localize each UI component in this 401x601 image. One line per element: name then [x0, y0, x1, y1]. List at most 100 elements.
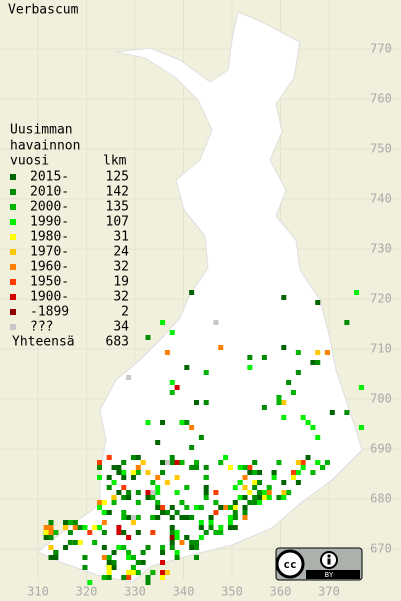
occurrence-square — [48, 520, 54, 525]
occurrence-square — [252, 495, 258, 500]
occurrence-square — [194, 540, 199, 545]
occurrence-square — [169, 455, 175, 460]
occurrence-square — [257, 480, 263, 485]
occurrence-square — [174, 475, 180, 480]
occurrence-square — [232, 505, 238, 510]
occurrence-square — [130, 455, 136, 460]
occurrence-square — [291, 390, 296, 395]
occurrence-square — [160, 575, 166, 580]
occurrence-square — [97, 460, 102, 465]
occurrence-square — [92, 540, 98, 545]
occurrence-square — [101, 575, 107, 580]
occurrence-square — [247, 355, 253, 360]
x-tick-label: 320 — [76, 585, 98, 599]
occurrence-square — [247, 365, 253, 370]
occurrence-square — [169, 545, 175, 550]
occurrence-square — [116, 470, 122, 475]
occurrence-square — [213, 500, 219, 505]
occurrence-square — [242, 485, 248, 490]
occurrence-square — [121, 530, 127, 535]
occurrence-square — [53, 550, 59, 555]
license-badge: cc BY — [275, 547, 363, 581]
legend-total-label: Yhteensä — [12, 335, 75, 350]
occurrence-square — [198, 435, 204, 440]
occurrence-square — [208, 520, 214, 525]
legend-label: 1970- — [30, 245, 69, 260]
legend-label: 1960- — [30, 260, 69, 275]
x-tick-label: 360 — [270, 585, 292, 599]
legend-label: 2015- — [30, 170, 69, 185]
legend-count: 125 — [106, 170, 129, 185]
legend-heading: Uusimman — [10, 123, 73, 138]
occurrence-square — [145, 580, 151, 585]
occurrence-square — [106, 570, 112, 575]
occurrence-square — [252, 480, 258, 485]
occurrence-square — [295, 480, 301, 485]
occurrence-square — [82, 565, 88, 570]
occurrence-square — [106, 575, 112, 580]
occurrence-square — [310, 425, 316, 430]
occurrence-square — [121, 510, 127, 515]
occurrence-square — [257, 470, 263, 475]
cc-text: cc — [283, 558, 296, 571]
by-body — [327, 558, 331, 565]
occurrence-square — [155, 440, 161, 445]
occurrence-square — [213, 320, 219, 325]
occurrence-square — [247, 465, 253, 470]
legend-label: 1900- — [30, 290, 69, 305]
occurrence-square — [300, 460, 306, 465]
occurrence-square — [48, 535, 54, 540]
occurrence-square — [169, 525, 175, 530]
occurrence-square — [266, 485, 272, 490]
occurrence-square — [252, 485, 258, 490]
occurrence-square — [281, 295, 287, 300]
y-tick-label: 730 — [370, 242, 392, 256]
occurrence-square — [130, 515, 136, 520]
occurrence-square — [160, 460, 166, 465]
occurrence-square — [184, 535, 190, 540]
occurrence-square — [111, 495, 117, 500]
occurrence-square — [223, 505, 229, 510]
legend-count: 107 — [106, 215, 129, 230]
occurrence-square — [203, 475, 209, 480]
occurrence-square — [72, 520, 78, 525]
occurrence-square — [276, 460, 282, 465]
occurrence-square — [169, 515, 175, 520]
occurrence-square — [232, 515, 238, 520]
y-tick-label: 670 — [370, 542, 392, 556]
legend-swatch — [10, 219, 16, 225]
occurrence-square — [203, 465, 209, 470]
occurrence-square — [237, 495, 243, 500]
occurrence-square — [111, 500, 117, 505]
occurrence-square — [106, 475, 112, 480]
legend-count: 32 — [113, 260, 129, 275]
occurrence-square — [237, 480, 243, 485]
occurrence-square — [106, 555, 112, 560]
occurrence-square — [184, 505, 190, 510]
occurrence-square — [48, 545, 54, 550]
occurrence-square — [189, 465, 195, 470]
occurrence-square — [271, 470, 277, 475]
legend-label: -1899 — [30, 305, 69, 320]
occurrence-square — [169, 505, 175, 510]
legend-swatch — [10, 294, 16, 300]
occurrence-squares — [43, 290, 364, 585]
occurrence-square — [237, 465, 243, 470]
occurrence-square — [247, 490, 253, 495]
occurrence-square — [261, 405, 267, 410]
legend-swatch — [10, 189, 16, 195]
occurrence-square — [53, 555, 59, 560]
occurrence-square — [169, 380, 175, 385]
occurrence-square — [213, 530, 219, 535]
occurrence-square — [257, 500, 263, 505]
occurrence-square — [194, 400, 199, 405]
occurrence-square — [174, 550, 180, 555]
occurrence-square — [106, 560, 112, 565]
occurrence-square — [189, 540, 195, 545]
occurrence-square — [121, 460, 127, 465]
occurrence-square — [281, 480, 287, 485]
occurrence-square — [135, 455, 141, 460]
occurrence-square — [227, 520, 233, 525]
occurrence-square — [121, 475, 127, 480]
occurrence-square — [67, 520, 73, 525]
